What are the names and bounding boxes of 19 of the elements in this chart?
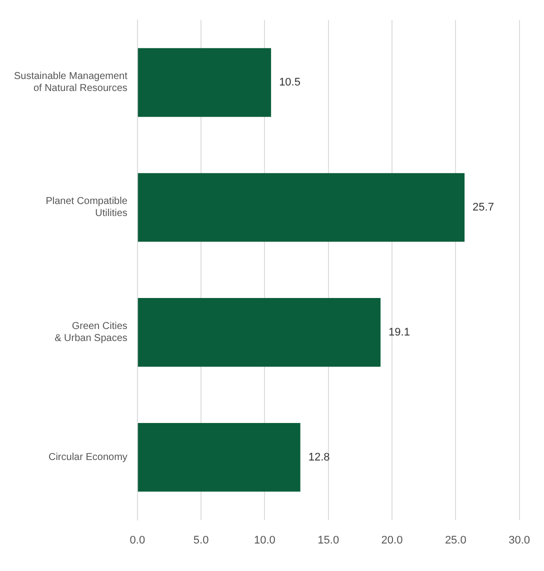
x-tick-label: 15.0: [318, 534, 340, 546]
y-tick-label: Planet Compatible Utilities: [46, 196, 128, 220]
y-tick-label: Circular Economy: [48, 452, 128, 464]
bar: [138, 48, 272, 117]
y-tick-label: Green Cities & Urban Spaces: [54, 321, 128, 344]
x-tick-label: 5.0: [193, 534, 209, 546]
x-tick-label: 25.0: [444, 534, 466, 546]
x-tick-label: 20.0: [381, 534, 403, 546]
data-label: 10.5: [279, 76, 300, 89]
data-label: 12.8: [308, 451, 330, 464]
x-tick-label: 0.0: [130, 534, 146, 546]
bar: [138, 298, 381, 367]
data-label: 25.7: [472, 201, 494, 214]
x-tick-label: 30.0: [508, 534, 530, 546]
x-tick-label: 10.0: [254, 534, 276, 546]
bar: [138, 422, 300, 492]
y-tick-label: Sustainable Management of Natural Resources: [14, 71, 128, 94]
data-label: 19.1: [388, 326, 410, 338]
bar: [138, 173, 465, 242]
